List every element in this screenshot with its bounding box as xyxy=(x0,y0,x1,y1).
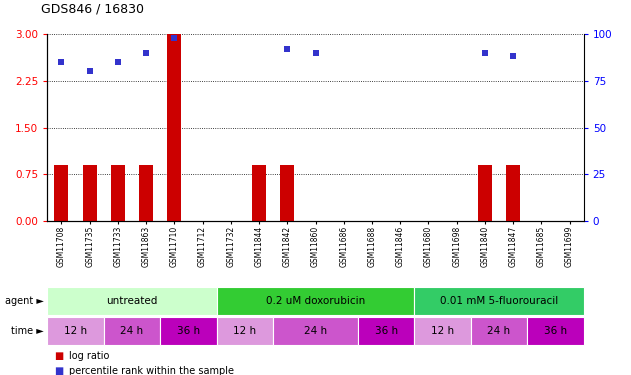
Text: 24 h: 24 h xyxy=(121,326,144,336)
Text: 24 h: 24 h xyxy=(487,326,510,336)
Text: 12 h: 12 h xyxy=(233,326,256,336)
Text: 0.01 mM 5-fluorouracil: 0.01 mM 5-fluorouracil xyxy=(440,296,558,306)
Text: 36 h: 36 h xyxy=(375,326,398,336)
Text: percentile rank within the sample: percentile rank within the sample xyxy=(69,366,234,375)
Bar xyxy=(252,165,266,221)
Text: 0.2 uM doxorubicin: 0.2 uM doxorubicin xyxy=(266,296,365,306)
Bar xyxy=(167,34,182,221)
Bar xyxy=(478,165,492,221)
Text: untreated: untreated xyxy=(107,296,158,306)
Bar xyxy=(280,165,294,221)
Text: agent ►: agent ► xyxy=(5,296,44,306)
Bar xyxy=(83,165,97,221)
Text: 12 h: 12 h xyxy=(431,326,454,336)
Bar xyxy=(111,165,125,221)
Bar xyxy=(139,165,153,221)
Text: ■: ■ xyxy=(54,366,63,375)
Text: GDS846 / 16830: GDS846 / 16830 xyxy=(41,2,144,15)
Text: log ratio: log ratio xyxy=(69,351,110,361)
Text: ■: ■ xyxy=(54,351,63,361)
Text: 24 h: 24 h xyxy=(304,326,327,336)
Text: 12 h: 12 h xyxy=(64,326,87,336)
Text: time ►: time ► xyxy=(11,326,44,336)
Bar xyxy=(54,165,69,221)
Bar xyxy=(506,165,520,221)
Text: 36 h: 36 h xyxy=(544,326,567,336)
Text: 36 h: 36 h xyxy=(177,326,200,336)
